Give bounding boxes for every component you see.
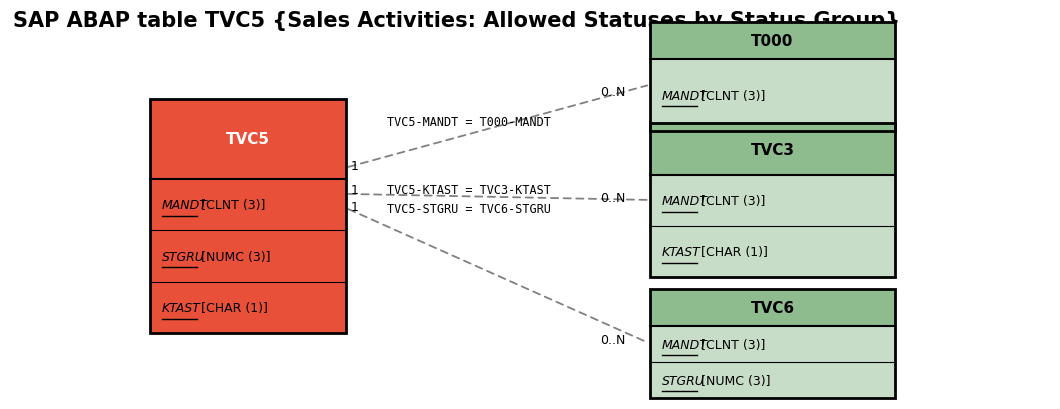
Text: STGRU: STGRU [161, 250, 205, 263]
Text: TVC5-STGRU = TVC6-STGRU: TVC5-STGRU = TVC6-STGRU [387, 202, 550, 215]
Text: SAP ABAP table TVC5 {Sales Activities: Allowed Statuses by Status Group}: SAP ABAP table TVC5 {Sales Activities: A… [13, 11, 900, 31]
Text: KTAST: KTAST [161, 301, 200, 315]
Text: 0..N: 0..N [600, 333, 625, 346]
Text: [CHAR (1)]: [CHAR (1)] [697, 245, 767, 258]
Text: [NUMC (3)]: [NUMC (3)] [697, 374, 771, 387]
FancyBboxPatch shape [650, 23, 895, 60]
Text: [NUMC (3)]: [NUMC (3)] [197, 250, 270, 263]
FancyBboxPatch shape [650, 124, 895, 176]
Text: KTAST: KTAST [661, 245, 701, 258]
Text: TVC5-MANDT = T000-MANDT: TVC5-MANDT = T000-MANDT [387, 115, 550, 128]
Text: TVC3: TVC3 [750, 142, 795, 157]
Text: 1: 1 [351, 200, 358, 213]
Text: 1: 1 [351, 160, 358, 173]
Text: MANDT: MANDT [661, 195, 708, 208]
Text: MANDT: MANDT [161, 198, 208, 211]
Text: TVC6: TVC6 [750, 300, 795, 315]
Text: TVC5-KTAST = TVC3-KTAST: TVC5-KTAST = TVC3-KTAST [387, 184, 550, 197]
FancyBboxPatch shape [650, 326, 895, 362]
FancyBboxPatch shape [149, 100, 346, 179]
FancyBboxPatch shape [149, 231, 346, 282]
FancyBboxPatch shape [650, 362, 895, 398]
Text: 0..N: 0..N [600, 86, 625, 99]
Text: STGRU: STGRU [661, 374, 705, 387]
Text: 0..N: 0..N [600, 192, 625, 205]
Text: [CLNT (3)]: [CLNT (3)] [697, 90, 765, 102]
FancyBboxPatch shape [650, 227, 895, 277]
Text: T000: T000 [752, 34, 794, 49]
Text: TVC5: TVC5 [226, 132, 270, 147]
FancyBboxPatch shape [149, 179, 346, 231]
Text: 1: 1 [351, 184, 358, 197]
Text: MANDT: MANDT [661, 90, 708, 102]
FancyBboxPatch shape [650, 176, 895, 227]
FancyBboxPatch shape [149, 282, 346, 334]
Text: [CLNT (3)]: [CLNT (3)] [697, 338, 765, 351]
FancyBboxPatch shape [650, 289, 895, 326]
Text: MANDT: MANDT [661, 338, 708, 351]
Text: [CLNT (3)]: [CLNT (3)] [697, 195, 765, 208]
FancyBboxPatch shape [650, 60, 895, 132]
Text: [CLNT (3)]: [CLNT (3)] [197, 198, 265, 211]
Text: [CHAR (1)]: [CHAR (1)] [197, 301, 268, 315]
